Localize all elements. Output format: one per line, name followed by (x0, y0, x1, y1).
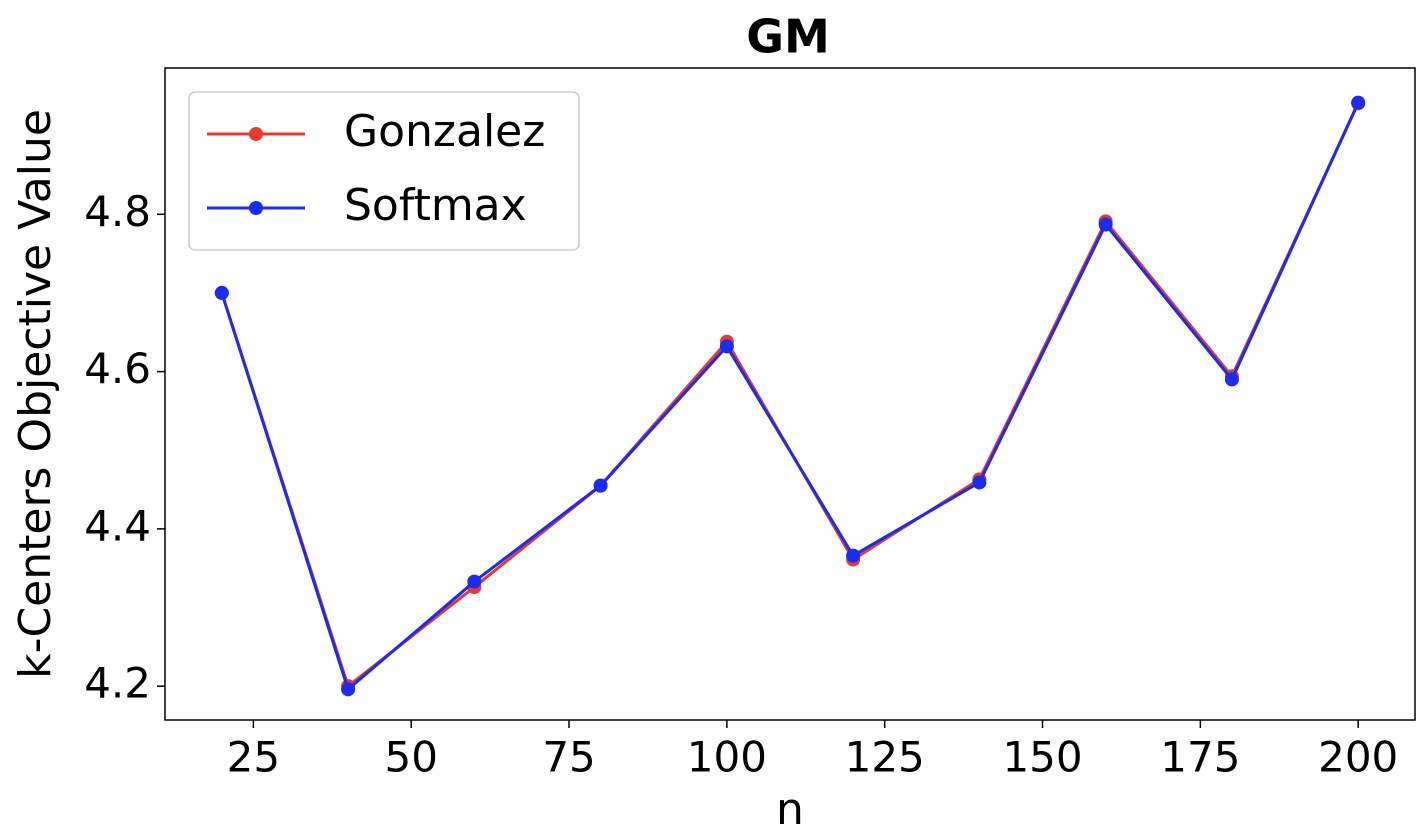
y-tick-label: 4.4 (84, 501, 151, 550)
y-tick-label: 4.2 (84, 659, 151, 708)
data-point (1098, 217, 1113, 232)
x-tick-label: 100 (687, 733, 767, 782)
x-tick-label: 125 (845, 733, 925, 782)
data-point (719, 339, 734, 354)
x-tick-label: 75 (542, 733, 595, 782)
data-point (341, 682, 356, 697)
legend-box (188, 91, 580, 251)
data-point (1224, 372, 1239, 387)
data-point (467, 574, 482, 589)
y-axis-label: k-Centers Objective Value (10, 109, 61, 679)
legend-marker (249, 127, 263, 141)
x-tick-label: 50 (384, 733, 437, 782)
y-tick-label: 4.8 (84, 187, 151, 236)
x-tick-label: 200 (1318, 733, 1398, 782)
x-tick-label: 25 (227, 733, 280, 782)
legend-marker (249, 201, 263, 215)
x-tick-label: 150 (1002, 733, 1082, 782)
series-line (220, 101, 1360, 692)
x-axis-label: n (776, 784, 804, 835)
legend-label: Gonzalez (344, 106, 545, 157)
chart-title: GM (746, 10, 830, 64)
data-point (214, 285, 229, 300)
data-point (846, 548, 861, 563)
data-point (972, 475, 987, 490)
plot-frame (164, 67, 1416, 721)
legend-label: Softmax (344, 180, 527, 231)
y-tick-label: 4.6 (84, 344, 151, 393)
data-point (1351, 95, 1366, 110)
x-tick-label: 175 (1160, 733, 1240, 782)
data-point (593, 478, 608, 493)
